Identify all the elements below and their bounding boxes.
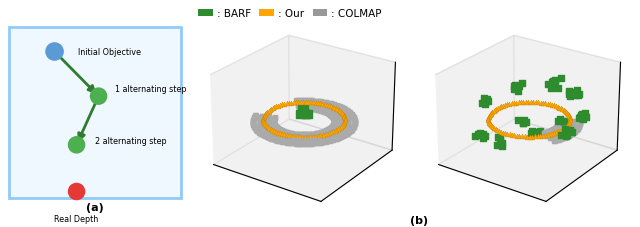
Text: 0 K: 0 K [290, 226, 312, 227]
Legend: : BARF, : Our, : COLMAP: : BARF, : Our, : COLMAP [194, 5, 386, 23]
Text: (a): (a) [86, 202, 104, 212]
Text: Initial Objective: Initial Objective [78, 48, 141, 57]
Text: Real Depth: Real Depth [54, 214, 99, 223]
Text: (b): (b) [410, 215, 428, 225]
Point [72, 143, 82, 147]
Text: 2 alternating step: 2 alternating step [95, 137, 166, 146]
Point [72, 190, 82, 193]
Text: 1 alternating step: 1 alternating step [115, 84, 187, 93]
Text: 20 K: 20 K [511, 226, 542, 227]
FancyBboxPatch shape [9, 28, 181, 198]
Point [93, 95, 104, 99]
Point [49, 50, 60, 54]
